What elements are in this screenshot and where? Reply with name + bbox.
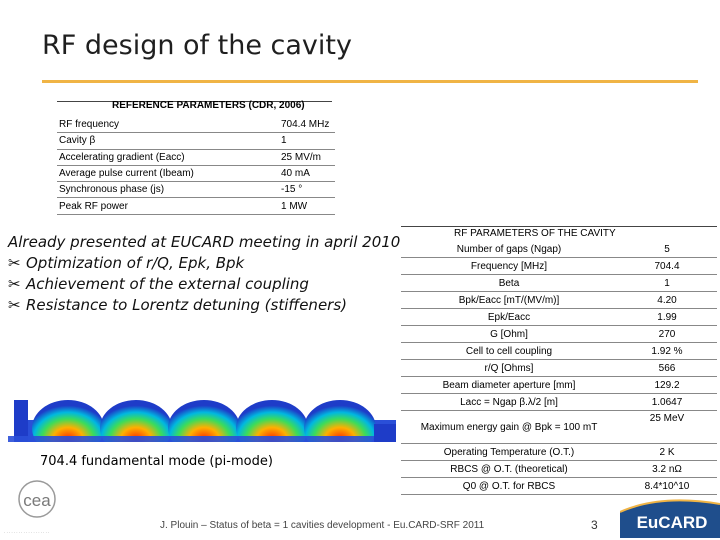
table-row: Synchronous phase (js) -15 ° xyxy=(57,181,335,199)
param-name: Beam diameter aperture [mm] xyxy=(401,376,617,394)
table-row: Frequency [MHz] 704.4 xyxy=(401,257,717,275)
param-name: Bpk/Eacc [mT/(MV/m)] xyxy=(401,291,617,309)
bullet-text: Resistance to Lorentz detuning (stiffene… xyxy=(26,296,348,314)
param-name: Average pulse current (Ibeam) xyxy=(57,165,279,183)
table-row: Epk/Eacc 1.99 xyxy=(401,308,717,326)
bullet-intro: Already presented at EUCARD meeting in a… xyxy=(8,233,401,251)
table-row: Beta 1 xyxy=(401,274,717,292)
table-row: Beam diameter aperture [mm] 129.2 xyxy=(401,376,717,394)
eucard-logo: EuCARD xyxy=(620,499,720,538)
table-row: G [Ohm] 270 xyxy=(401,325,717,343)
scissors-icon: ✂ xyxy=(8,296,21,314)
table-row: Maximum energy gain @ Bpk = 100 mT 25 MeV xyxy=(401,410,717,444)
param-value: 8.4*10^10 xyxy=(617,477,717,495)
param-value: 704.4 xyxy=(617,257,717,275)
param-name: Epk/Eacc xyxy=(401,308,617,326)
footer-text: J. Plouin – Status of beta = 1 cavities … xyxy=(160,520,485,531)
title-underline xyxy=(42,80,698,83)
param-name: r/Q [Ohms] xyxy=(401,359,617,377)
param-value: 1 xyxy=(279,132,335,150)
param-name: Synchronous phase (js) xyxy=(57,181,279,199)
param-value: 1.99 xyxy=(617,308,717,326)
param-value: 40 mA xyxy=(279,165,335,183)
param-name: RBCS @ O.T. (theoretical) xyxy=(401,460,617,478)
param-value: -15 ° xyxy=(279,181,335,199)
param-value: 2 K xyxy=(617,443,717,461)
fine-print: · · · · · · · · · · · · · · · · · · · xyxy=(4,530,50,535)
list-item: ✂ Optimization of r/Q, Epk, Bpk xyxy=(8,253,400,274)
table-row: Average pulse current (Ibeam) 40 mA xyxy=(57,165,335,183)
param-name: Operating Temperature (O.T.) xyxy=(401,443,617,461)
list-item: ✂ Resistance to Lorentz detuning (stiffen… xyxy=(8,295,400,316)
table-row: Number of gaps (Ngap) 5 xyxy=(401,241,717,258)
page-number: 3 xyxy=(591,518,598,532)
param-name: RF frequency xyxy=(57,117,279,134)
param-value: 1 MW xyxy=(279,197,335,215)
param-value: 129.2 xyxy=(617,376,717,394)
table-row: Lacc = Ngap β.λ/2 [m] 1.0647 xyxy=(401,393,717,411)
rf-table-top-border xyxy=(401,226,717,227)
scissors-icon: ✂ xyxy=(8,254,21,272)
param-value: 1 xyxy=(617,274,717,292)
param-value: 566 xyxy=(617,359,717,377)
param-name: Beta xyxy=(401,274,617,292)
reference-table-top-border xyxy=(57,101,332,102)
param-value: 1.92 % xyxy=(617,342,717,360)
cavity-field-map-image xyxy=(8,396,396,442)
list-item: ✂ Achievement of the external coupling xyxy=(8,274,400,295)
param-name: Peak RF power xyxy=(57,197,279,215)
rf-table-title: RF PARAMETERS OF THE CAVITY xyxy=(454,228,616,239)
table-row: Operating Temperature (O.T.) 2 K xyxy=(401,443,717,461)
logo-text-left: cea xyxy=(23,491,51,510)
table-row: RBCS @ O.T. (theoretical) 3.2 nΩ xyxy=(401,460,717,478)
param-value: 25 MeV xyxy=(617,410,717,444)
table-row: RF frequency 704.4 MHz xyxy=(57,117,335,134)
page-title: RF design of the cavity xyxy=(42,30,352,61)
param-value: 3.2 nΩ xyxy=(617,460,717,478)
param-name: Frequency [MHz] xyxy=(401,257,617,275)
bullet-list: Already presented at EUCARD meeting in a… xyxy=(8,232,400,316)
table-row: r/Q [Ohms] 566 xyxy=(401,359,717,377)
param-name: Number of gaps (Ngap) xyxy=(401,241,617,258)
scissors-icon: ✂ xyxy=(8,275,21,293)
param-name: Cavity β xyxy=(57,132,279,150)
param-name: G [Ohm] xyxy=(401,325,617,343)
param-value: 5 xyxy=(617,241,717,258)
param-value: 704.4 MHz xyxy=(279,117,335,134)
table-row: Q0 @ O.T. for RBCS 8.4*10^10 xyxy=(401,477,717,495)
logo-text-right: EuCARD xyxy=(637,513,708,532)
table-row: Cell to cell coupling 1.92 % xyxy=(401,342,717,360)
bullet-text: Achievement of the external coupling xyxy=(26,275,309,293)
param-name: Cell to cell coupling xyxy=(401,342,617,360)
reference-table-title: REFERENCE PARAMETERS (CDR, 2006) xyxy=(112,100,305,111)
table-row: Bpk/Eacc [mT/(MV/m)] 4.20 xyxy=(401,291,717,309)
param-value: 1.0647 xyxy=(617,393,717,411)
rf-parameters-table: Number of gaps (Ngap) 5 Frequency [MHz] 70… xyxy=(401,241,717,495)
param-name: Lacc = Ngap β.λ/2 [m] xyxy=(401,393,617,411)
param-value: 4.20 xyxy=(617,291,717,309)
table-row: Accelerating gradient (Eacc) 25 MV/m xyxy=(57,149,335,166)
param-name: Q0 @ O.T. for RBCS xyxy=(401,477,617,495)
figure-caption: 704.4 fundamental mode (pi-mode) xyxy=(40,454,273,469)
cea-logo: cea xyxy=(18,480,56,518)
param-name: Accelerating gradient (Eacc) xyxy=(57,149,279,166)
param-value: 25 MV/m xyxy=(279,149,335,166)
bullet-text: Optimization of r/Q, Epk, Bpk xyxy=(26,254,245,272)
param-value: 270 xyxy=(617,325,717,343)
table-row: Peak RF power 1 MW xyxy=(57,197,335,215)
param-name: Maximum energy gain @ Bpk = 100 mT xyxy=(401,410,617,444)
